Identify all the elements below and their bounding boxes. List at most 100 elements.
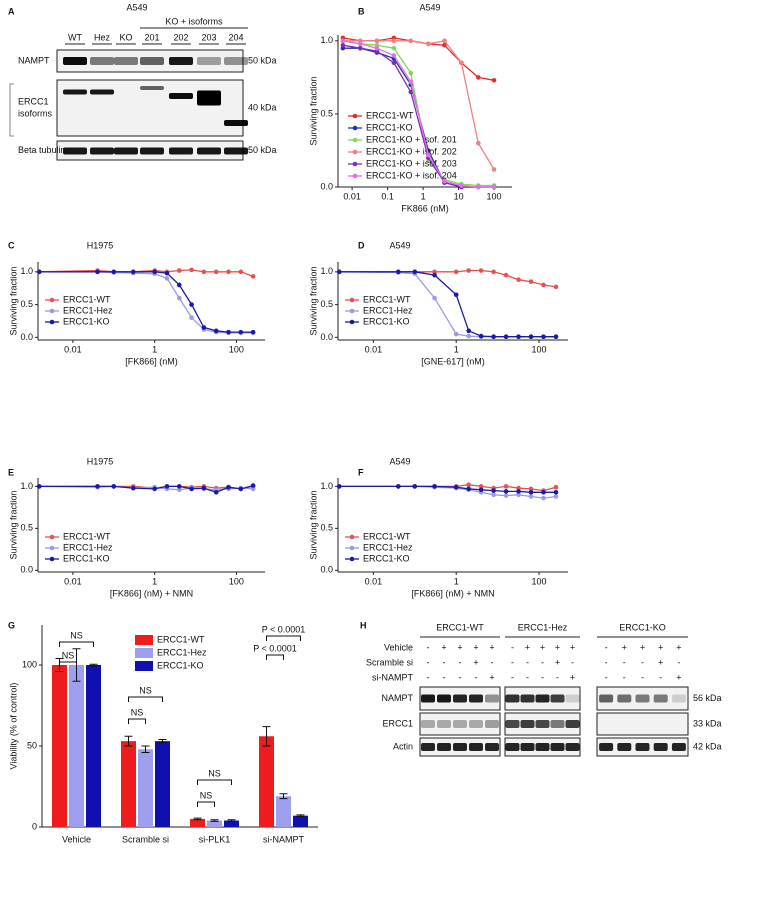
- blot-band: [505, 720, 520, 728]
- blot-band: [469, 720, 483, 728]
- data-point: [503, 334, 509, 340]
- treatment-sign: +: [676, 672, 681, 682]
- y-tick-label: 0.5: [20, 523, 33, 533]
- bar: [155, 741, 170, 827]
- data-point: [130, 269, 136, 275]
- blot-band: [617, 694, 632, 703]
- size-label: 33 kDa: [693, 718, 722, 728]
- blot-band: [224, 147, 248, 155]
- lane-label: 204: [228, 32, 243, 42]
- blot-band: [140, 86, 164, 90]
- data-point: [95, 269, 100, 275]
- data-point: [553, 334, 559, 340]
- data-point: [152, 269, 157, 275]
- legend-swatch: [135, 635, 153, 645]
- data-point: [408, 38, 414, 44]
- panel-label: H: [360, 620, 367, 630]
- chart-title: A549: [389, 240, 410, 250]
- data-point: [201, 269, 207, 275]
- row-label: Beta tubulin: [18, 145, 66, 155]
- treatment-label: Scramble si: [366, 657, 413, 667]
- legend-label: ERCC1-WT: [157, 634, 205, 644]
- bar: [138, 749, 153, 827]
- lane-label: 203: [201, 32, 216, 42]
- error-bar: [210, 819, 219, 822]
- legend-label: ERCC1-Hez: [363, 542, 413, 552]
- blot-band: [550, 694, 565, 703]
- significance-bracket: [197, 779, 232, 785]
- legend-marker: [49, 556, 55, 562]
- treatment-sign: +: [489, 642, 494, 652]
- error-bar: [141, 745, 150, 753]
- annotation: NS: [70, 630, 83, 640]
- data-point: [201, 485, 207, 491]
- data-point: [541, 334, 546, 340]
- data-point: [391, 38, 397, 44]
- blot-band: [421, 720, 435, 728]
- row-label: NAMPT: [382, 693, 414, 703]
- blot-band: [421, 694, 435, 703]
- blot-band: [197, 57, 221, 65]
- data-point: [478, 487, 484, 493]
- bar: [190, 818, 205, 827]
- y-tick-label: 1.0: [20, 481, 33, 491]
- chart-title: H1975: [87, 240, 114, 250]
- blot-band: [224, 120, 248, 126]
- blot-band: [505, 694, 520, 703]
- data-point: [130, 485, 136, 491]
- row-label: ERCC1: [382, 718, 413, 728]
- blot-band: [635, 694, 650, 703]
- treatment-sign: -: [541, 657, 544, 667]
- blot-band: [599, 743, 614, 751]
- treatment-sign: -: [526, 672, 529, 682]
- legend-marker: [49, 545, 55, 551]
- treatment-sign: -: [641, 672, 644, 682]
- legend-label: ERCC1-KO + isof. 201: [366, 134, 457, 144]
- data-point: [491, 78, 497, 83]
- treatment-sign: +: [457, 642, 462, 652]
- blot-band: [505, 743, 520, 751]
- data-point: [201, 325, 207, 330]
- panel-label: A: [8, 6, 15, 16]
- panel-label: G: [8, 620, 15, 630]
- annotation: NS: [62, 650, 75, 660]
- data-point: [374, 45, 380, 51]
- lane-label: WT: [68, 32, 82, 42]
- bar: [121, 741, 136, 827]
- blot-band: [453, 743, 467, 751]
- blot-band: [469, 743, 483, 751]
- data-point: [152, 486, 157, 492]
- blot-band: [437, 743, 451, 751]
- treatment-sign: -: [641, 657, 644, 667]
- y-tick-label: 1.0: [20, 266, 33, 276]
- error-bar: [227, 819, 236, 822]
- data-point: [442, 38, 447, 44]
- legend-label: ERCC1-WT: [63, 531, 111, 541]
- significance-bracket: [266, 654, 284, 660]
- legend-label: ERCC1-KO: [363, 553, 410, 563]
- x-tick-label: 100: [229, 344, 244, 354]
- data-point: [213, 269, 219, 275]
- legend-marker: [352, 125, 358, 131]
- data-point: [553, 284, 559, 290]
- data-point: [432, 484, 437, 489]
- chart-title: A549: [419, 2, 440, 12]
- row-label: Actin: [393, 741, 413, 751]
- blot-band: [453, 694, 467, 703]
- error-bar: [124, 735, 133, 747]
- x-tick-label: si-PLK1: [199, 834, 231, 844]
- data-point: [396, 484, 401, 489]
- data-point: [491, 184, 497, 190]
- data-point: [412, 269, 418, 275]
- data-point: [250, 329, 256, 335]
- treatment-sign: -: [605, 642, 608, 652]
- legend-label: ERCC1-WT: [366, 110, 414, 120]
- blot-band: [197, 147, 221, 155]
- x-tick-label: si-NAMPT: [263, 834, 304, 844]
- bar: [207, 820, 222, 827]
- y-tick-label: 0.5: [20, 299, 33, 309]
- data-point: [164, 276, 170, 281]
- blot-band: [485, 720, 499, 728]
- blot-band: [535, 743, 550, 751]
- treatment-sign: -: [475, 672, 478, 682]
